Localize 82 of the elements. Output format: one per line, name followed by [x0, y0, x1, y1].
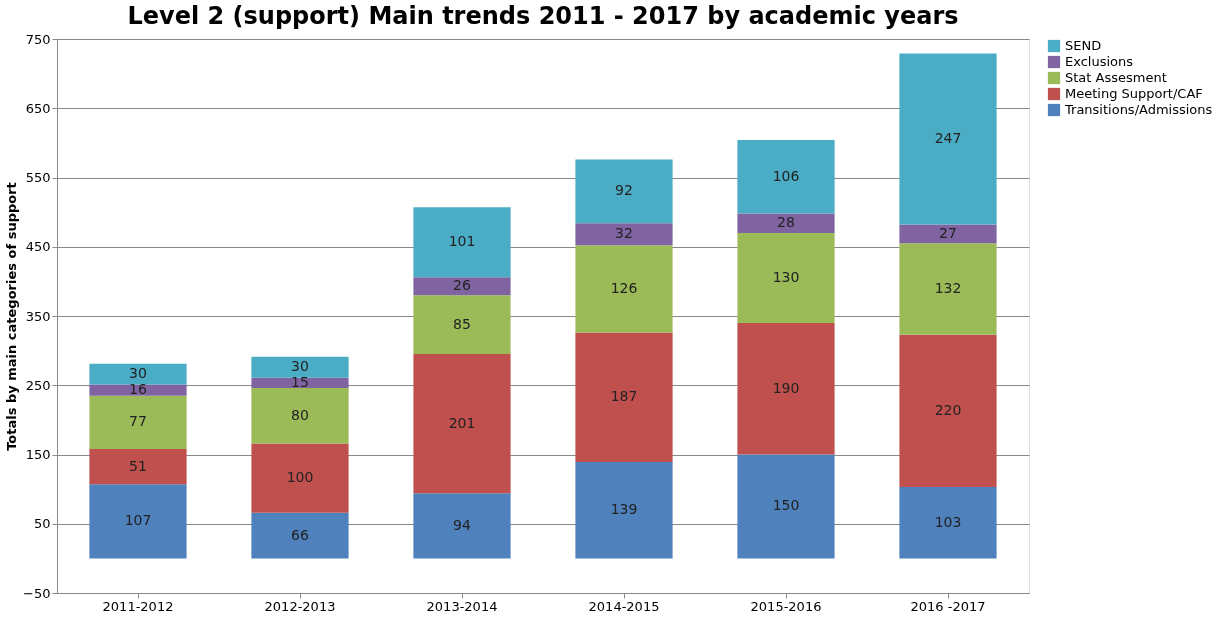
bar: [251, 388, 349, 444]
bar: [251, 356, 349, 378]
data-label: 103: [934, 513, 962, 530]
x-tick-label: 2011-2012: [102, 598, 174, 614]
legend-label: Exclusions: [1065, 54, 1134, 69]
data-label: 100: [286, 469, 314, 486]
bar: [575, 159, 673, 224]
data-label: 187: [610, 388, 638, 405]
data-label: 130: [772, 268, 800, 285]
y-tick-label: 450: [25, 239, 51, 255]
data-label: 16: [129, 381, 147, 398]
data-label: 106: [772, 167, 800, 184]
y-tick-label: 250: [25, 377, 51, 393]
data-label: 201: [448, 414, 476, 431]
bar: [575, 223, 673, 246]
bar: [413, 277, 511, 296]
y-tick-label: 650: [25, 100, 51, 116]
x-tick-label: 2013-2014: [426, 598, 498, 614]
chart-title: Level 2 (support) Main trends 2011 - 2017 by academic years: [127, 2, 959, 30]
y-tick-label: 150: [25, 447, 51, 462]
data-label: 32: [615, 225, 633, 242]
data-label: 94: [453, 516, 471, 533]
bar: [899, 224, 997, 244]
data-label: 28: [777, 214, 795, 231]
legend-label: SEND: [1065, 38, 1102, 53]
data-label: 80: [291, 406, 309, 423]
data-label: 85: [453, 315, 471, 332]
data-label: 220: [934, 401, 962, 418]
bar: [899, 334, 997, 488]
bar: [575, 462, 673, 559]
legend-label: Transitions/Admissions: [1064, 102, 1213, 117]
bar: [413, 354, 511, 494]
data-label: 139: [610, 501, 638, 518]
x-tick-label: 2015-2016: [750, 598, 822, 614]
bar: [737, 322, 835, 455]
data-label: 15: [291, 373, 309, 390]
legend-label: Meeting Support/CAF: [1065, 86, 1203, 101]
data-label: 66: [291, 526, 309, 543]
bar: [737, 232, 835, 323]
bar: [899, 487, 997, 559]
data-label: 150: [772, 497, 800, 514]
legend-label: Stat Assesment: [1065, 70, 1167, 85]
x-tick-label: 2014-2015: [588, 598, 660, 614]
x-tick-label: 2016 -2017: [910, 598, 986, 614]
y-tick-label: 50: [33, 516, 51, 532]
bar: [89, 384, 187, 396]
bar: [251, 443, 349, 513]
data-label: 30: [291, 358, 309, 375]
data-label: 107: [124, 512, 152, 529]
data-label: 77: [129, 413, 147, 430]
bar: [89, 484, 187, 559]
data-label: 190: [772, 379, 800, 396]
bar: [89, 448, 187, 485]
y-tick-label: 350: [25, 308, 51, 324]
data-label: 101: [448, 233, 476, 250]
bar: [89, 395, 187, 449]
bar: [251, 377, 349, 389]
y-tick-label: 750: [25, 31, 51, 47]
y-tick-label: 550: [25, 170, 51, 185]
bar: [413, 295, 511, 355]
bar: [575, 245, 673, 333]
bar: [89, 363, 187, 385]
data-label: 247: [934, 130, 962, 147]
y-axis-title: Totals by main categories of support: [4, 182, 20, 451]
bar: [737, 213, 835, 233]
bar: [737, 454, 835, 559]
bar: [413, 493, 511, 559]
data-label: 132: [934, 279, 962, 296]
bar: [899, 53, 997, 225]
data-label: 27: [939, 224, 957, 241]
bar: [899, 243, 997, 335]
data-label: 51: [129, 457, 147, 474]
bar: [413, 207, 511, 278]
bar: [251, 512, 349, 559]
data-label: 26: [453, 277, 471, 294]
data-label: 30: [129, 365, 147, 382]
data-label: 126: [610, 279, 638, 296]
x-tick-label: 2012-2013: [264, 598, 336, 614]
data-label: 92: [615, 182, 633, 199]
y-tick-label: −50: [23, 585, 51, 601]
bar: [575, 332, 673, 463]
bar: [737, 140, 835, 214]
